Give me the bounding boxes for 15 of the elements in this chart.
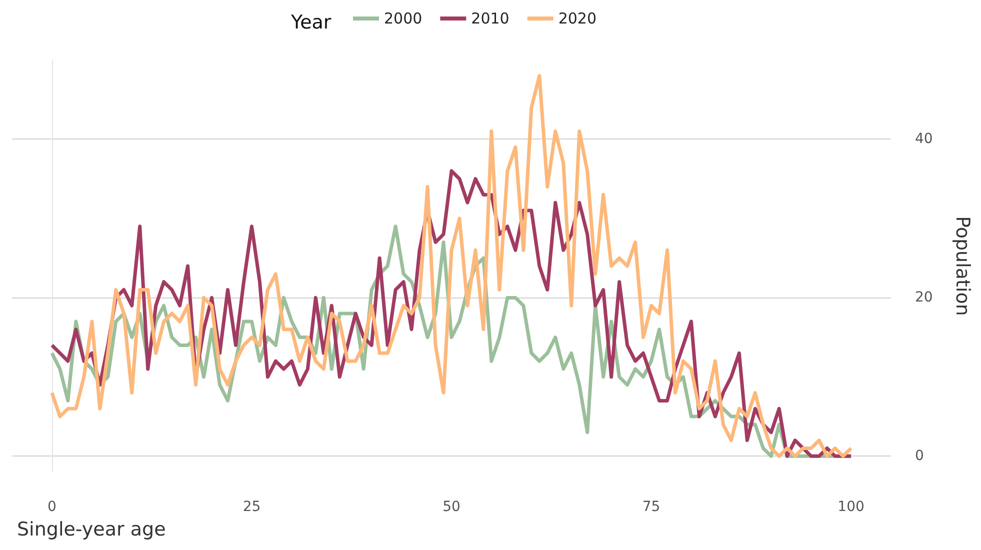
x-tick-label: 25 bbox=[242, 499, 261, 515]
x-tick-label: 75 bbox=[642, 499, 660, 515]
x-tick-label: 50 bbox=[442, 499, 460, 515]
legend-label: 2020 bbox=[558, 10, 597, 28]
x-tick-label: 0 bbox=[47, 499, 56, 515]
y-axis-title: Population bbox=[952, 216, 974, 316]
legend-label: 2000 bbox=[384, 10, 422, 28]
y-tick-label: 40 bbox=[915, 131, 933, 148]
legend-label: 2010 bbox=[471, 10, 510, 28]
line-series bbox=[50, 74, 853, 458]
legend-title: Year bbox=[290, 12, 332, 34]
y-tick-label: 20 bbox=[915, 290, 933, 306]
y-tick-label: 0 bbox=[915, 448, 924, 464]
x-tick-label: 100 bbox=[838, 499, 864, 515]
x-axis-title: Single-year age bbox=[17, 518, 166, 540]
